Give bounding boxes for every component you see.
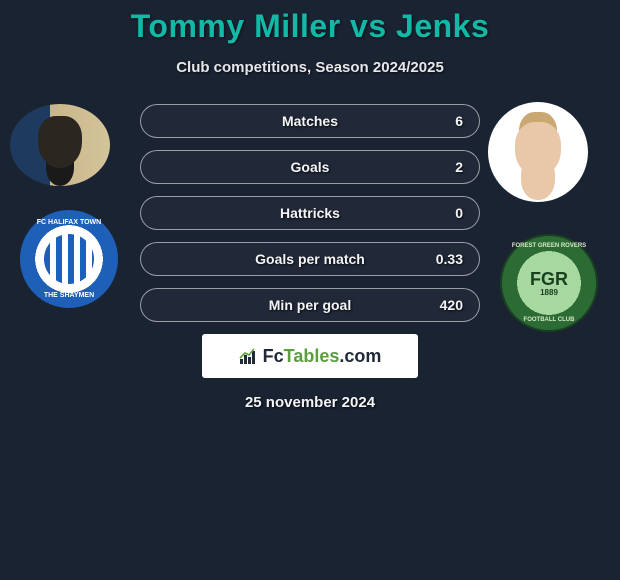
player-right-avatar: [488, 102, 588, 202]
stat-right-value: 0: [433, 205, 463, 221]
club-right-year: 1889: [540, 288, 558, 297]
footer-date: 25 november 2024: [0, 394, 620, 411]
brand-prefix: Fc: [263, 346, 284, 366]
brand-suffix: .com: [339, 346, 381, 366]
page-title: Tommy Miller vs Jenks: [0, 8, 620, 45]
stat-label: Matches: [282, 113, 338, 129]
club-right-abbr: FGR: [530, 270, 568, 288]
brand-box[interactable]: FcTables.com: [202, 334, 418, 378]
stat-label: Goals per match: [255, 251, 365, 267]
brand-mid: Tables: [284, 346, 340, 366]
stat-right-value: 2: [433, 159, 463, 175]
main-area: FC HALIFAX TOWN THE SHAYMEN FOREST GREEN…: [0, 104, 620, 411]
stats-column: Matches 6 Goals 2 Hattricks 0 Goals per …: [140, 104, 480, 322]
stat-row-matches: Matches 6: [140, 104, 480, 138]
stat-row-hattricks: Hattricks 0: [140, 196, 480, 230]
stat-right-value: 0.33: [433, 251, 463, 267]
stat-right-value: 6: [433, 113, 463, 129]
brand-text: FcTables.com: [263, 346, 382, 367]
page-subtitle: Club competitions, Season 2024/2025: [0, 59, 620, 76]
stat-label: Goals: [291, 159, 330, 175]
stat-row-min-per-goal: Min per goal 420: [140, 288, 480, 322]
club-left-name-top: FC HALIFAX TOWN: [37, 219, 101, 226]
bar-chart-icon: [239, 347, 259, 365]
club-badge-right: FOREST GREEN ROVERS FGR 1889 FOOTBALL CL…: [500, 234, 598, 332]
stat-label: Hattricks: [280, 205, 340, 221]
club-badge-left: FC HALIFAX TOWN THE SHAYMEN: [20, 210, 118, 308]
comparison-card: Tommy Miller vs Jenks Club competitions,…: [0, 0, 620, 411]
stat-row-goals-per-match: Goals per match 0.33: [140, 242, 480, 276]
player-left-avatar: [10, 104, 110, 186]
club-right-name-bottom: FOOTBALL CLUB: [524, 317, 575, 323]
stat-row-goals: Goals 2: [140, 150, 480, 184]
stat-label: Min per goal: [269, 297, 351, 313]
club-left-crest-icon: [44, 234, 94, 284]
club-right-name-top: FOREST GREEN ROVERS: [512, 243, 586, 249]
stat-right-value: 420: [433, 297, 463, 313]
club-left-name-bottom: THE SHAYMEN: [44, 292, 94, 299]
